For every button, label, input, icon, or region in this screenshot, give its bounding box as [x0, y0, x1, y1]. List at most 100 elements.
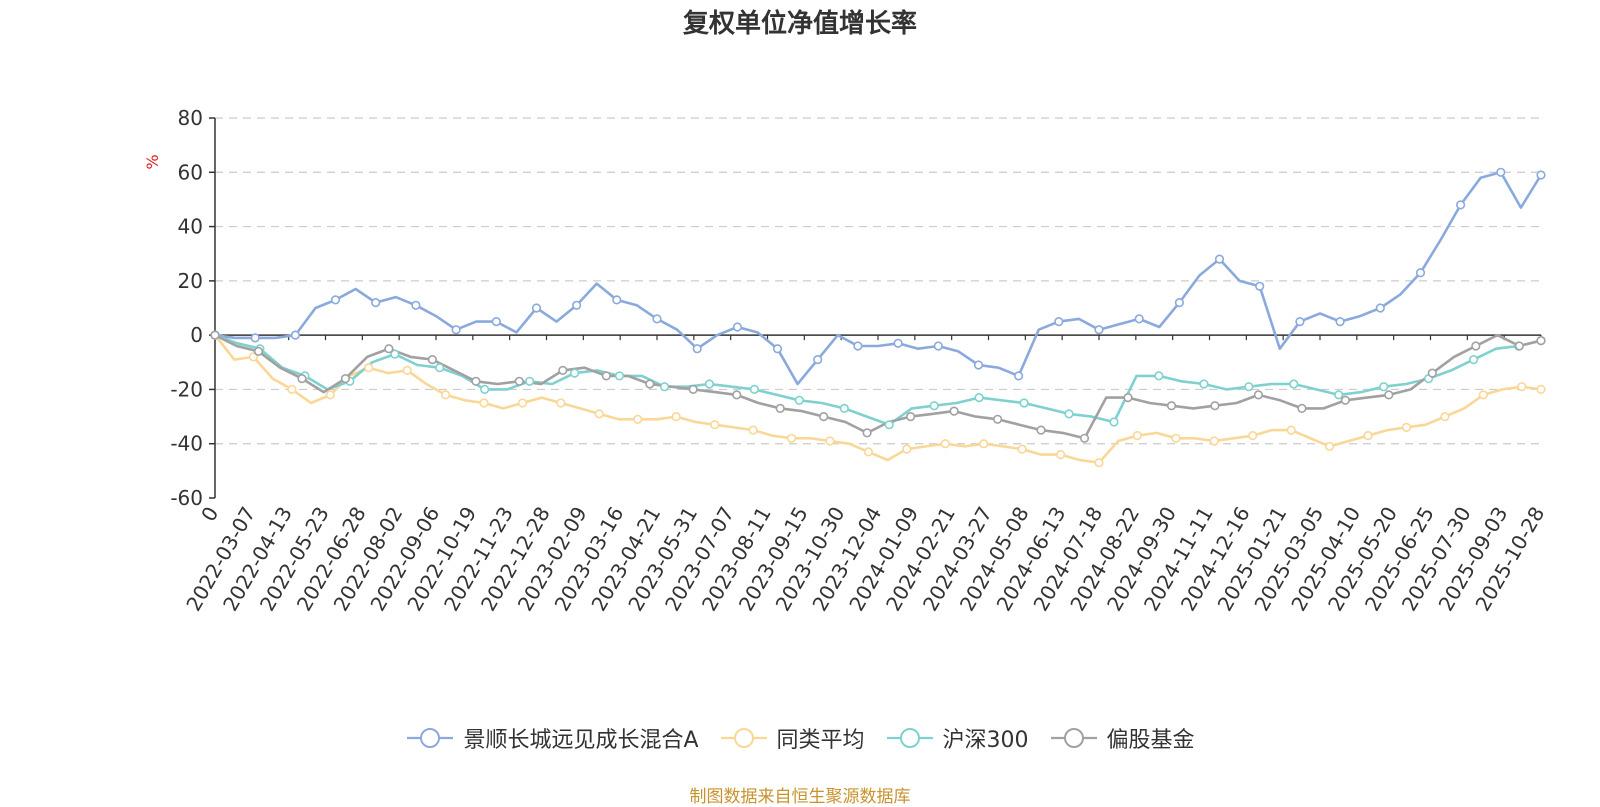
line-chart: -60-40-2002040608002022-03-072022-04-132… [143, 106, 1549, 615]
series-0-marker [1174, 298, 1184, 308]
series-2-marker [1019, 398, 1029, 408]
series-0-marker [1255, 281, 1265, 291]
series-1-marker [441, 390, 451, 400]
series-2-marker [659, 382, 670, 392]
y-tick-label: 0 [190, 323, 203, 347]
series-0-marker [612, 295, 622, 305]
series-1-marker [1517, 382, 1527, 392]
series-1-marker [248, 352, 258, 362]
series-0-marker [531, 303, 542, 313]
series-0-marker [732, 322, 743, 332]
series-3-marker [645, 379, 655, 389]
legend-marker-icon [407, 728, 454, 748]
series-1-marker [1440, 412, 1450, 422]
series-3-marker [1427, 368, 1437, 378]
chart-title: 复权单位净值增长率 [682, 9, 917, 39]
series-0-marker [491, 317, 501, 327]
series-3-marker [427, 355, 438, 365]
series-0-marker [1375, 303, 1385, 313]
source-note: 制图数据来自恒生聚源数据库 [689, 787, 911, 807]
legend-label: 偏股基金 [1106, 728, 1195, 753]
legend-item-2[interactable]: 沪深300 [885, 722, 1029, 754]
series-3-marker [471, 376, 481, 386]
series-1-marker [594, 409, 604, 419]
series-3-marker [1384, 390, 1394, 400]
series-3-marker [253, 346, 264, 357]
series-1-marker [825, 436, 835, 446]
series-0-marker [772, 344, 783, 354]
y-tick-label: -40 [170, 432, 203, 456]
series-1-marker [402, 365, 412, 376]
series-1-marker [364, 363, 374, 373]
legend-item-3[interactable]: 偏股基金 [1049, 722, 1195, 754]
y-tick-label: 60 [178, 160, 203, 184]
series-3-marker [1340, 395, 1350, 405]
series-0-marker [933, 341, 943, 351]
series-1-marker [479, 398, 489, 408]
legend-item-1[interactable]: 同类平均 [719, 722, 865, 754]
series-0-marker [250, 333, 260, 343]
series-3-marker [1079, 433, 1090, 443]
series-3-marker [340, 374, 351, 384]
series-3-marker [862, 428, 872, 438]
series-3-marker [688, 384, 698, 395]
series-2-marker [974, 393, 984, 403]
series-line-1 [213, 334, 1542, 464]
series-1-marker [786, 433, 797, 443]
series-2-marker [1064, 409, 1074, 419]
series-2-marker [749, 384, 760, 395]
series-0-marker [813, 355, 823, 365]
series-line-2 [214, 333, 1542, 426]
series-3-marker [210, 330, 220, 340]
series-2-marker [1199, 379, 1209, 389]
series-0-marker [1134, 314, 1144, 324]
series-3-marker [1253, 390, 1263, 400]
y-tick-label: -60 [170, 486, 203, 510]
series-3-marker [949, 406, 959, 416]
series-0-marker [1455, 200, 1466, 210]
series-1-marker [748, 425, 758, 435]
series-0-marker [571, 300, 582, 310]
series-1-marker [325, 390, 335, 400]
series-1-marker [1017, 444, 1027, 454]
series-3-marker [601, 371, 611, 381]
legend-marker-icon [1050, 728, 1097, 748]
series-0-marker [1295, 317, 1305, 327]
series-2-marker [569, 368, 580, 378]
series-1-marker [1478, 390, 1488, 400]
grid-lines [215, 117, 1541, 445]
series-1-marker [1171, 433, 1181, 443]
series-3-marker [732, 390, 742, 400]
y-tick-label: 40 [178, 215, 203, 239]
series-0-marker [411, 300, 421, 310]
series-line-0 [214, 171, 1543, 386]
legend-marker-icon [886, 728, 933, 748]
series-1-marker [979, 439, 989, 449]
series-1-marker [1363, 431, 1373, 441]
series-1-marker [671, 412, 681, 422]
series-2-marker [614, 371, 625, 381]
series-0-marker [1536, 170, 1546, 180]
series-0-marker [973, 360, 984, 370]
series-1-marker [1324, 441, 1335, 452]
series-1-marker [1286, 425, 1296, 435]
series-0-marker [451, 325, 461, 335]
series-3-marker [1036, 425, 1046, 435]
legend-marker-icon [720, 728, 767, 748]
series-0-marker [330, 295, 341, 305]
legend-label: 景顺长城远见成长混合A [463, 728, 699, 753]
series-0-marker [1214, 254, 1225, 264]
series-1-marker [1401, 422, 1412, 433]
y-tick-label: 80 [178, 106, 203, 130]
series-1-marker [902, 444, 912, 454]
series-2-marker [1468, 355, 1479, 365]
series-3-marker [775, 403, 785, 414]
series-1-marker [1055, 450, 1066, 460]
x-tick-label: 0 [196, 503, 223, 526]
series-3-marker [297, 374, 307, 384]
legend-item-0[interactable]: 景顺长城远见成长混合A [405, 722, 699, 754]
legend-label: 沪深300 [942, 728, 1029, 753]
y-tick-label: 20 [178, 269, 203, 293]
series-3-marker [384, 344, 394, 354]
series-2-marker [435, 363, 445, 373]
